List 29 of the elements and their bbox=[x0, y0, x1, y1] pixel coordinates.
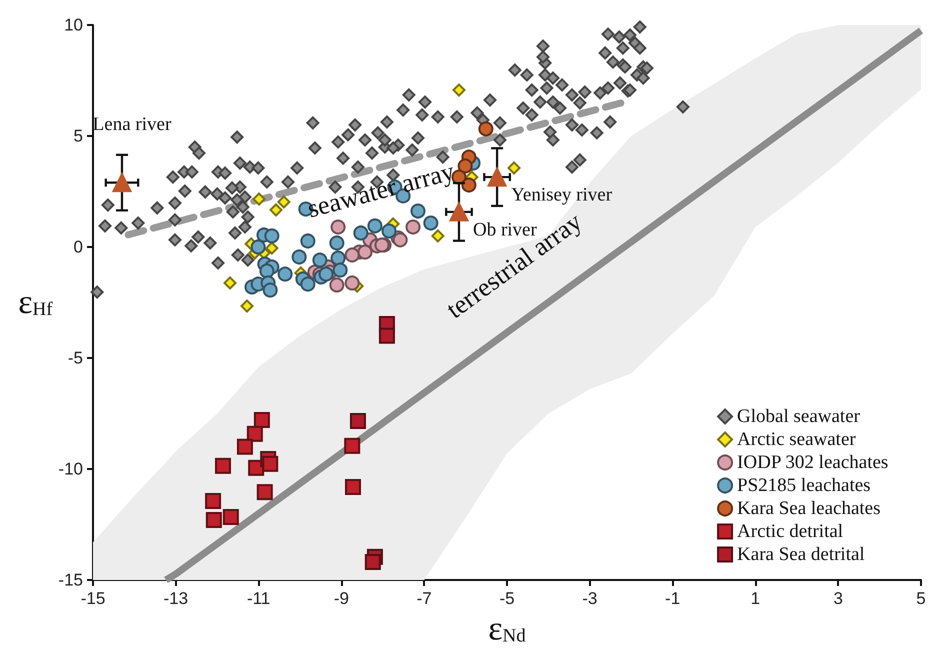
annotation: Ob river bbox=[472, 219, 538, 240]
y-tick-label: -10 bbox=[58, 460, 83, 478]
x-tick-label: -11 bbox=[246, 589, 270, 608]
x-tick-label: -7 bbox=[416, 589, 432, 608]
y-tick-label: 10 bbox=[64, 16, 83, 34]
legend-label: Arctic seawater bbox=[737, 429, 856, 450]
x-tick-label: 3 bbox=[833, 589, 843, 608]
x-tick-label: -3 bbox=[582, 589, 598, 608]
y-tick-label: 5 bbox=[74, 126, 83, 146]
x-tick-label: -5 bbox=[499, 589, 515, 608]
y-tick-label: -15 bbox=[58, 570, 83, 590]
annotation: Yenisey river bbox=[511, 184, 613, 206]
legend-label: Kara Sea leachates bbox=[737, 498, 881, 519]
x-tick-label: -13 bbox=[164, 589, 188, 608]
legend-label: Kara Sea detrital bbox=[737, 544, 865, 565]
x-tick-label: -9 bbox=[334, 589, 349, 608]
legend-label: IODP 302 leachates bbox=[737, 452, 888, 473]
legend-label: Global seawater bbox=[737, 406, 861, 427]
annotation: Lena river bbox=[92, 114, 172, 136]
x-axis-title: εNd bbox=[488, 610, 526, 648]
x-tick-label: 5 bbox=[916, 589, 926, 608]
text: seawater array bbox=[304, 156, 458, 224]
legend-label: PS2185 leachates bbox=[737, 475, 871, 496]
y-tick-label: 0 bbox=[74, 238, 83, 256]
x-tick-label: -1 bbox=[665, 589, 680, 608]
x-tick-label: 1 bbox=[750, 589, 760, 608]
y-tick-label: -5 bbox=[68, 348, 83, 368]
y-axis-title: εHf bbox=[18, 284, 54, 321]
legend-label: Arctic detrital bbox=[737, 521, 844, 542]
